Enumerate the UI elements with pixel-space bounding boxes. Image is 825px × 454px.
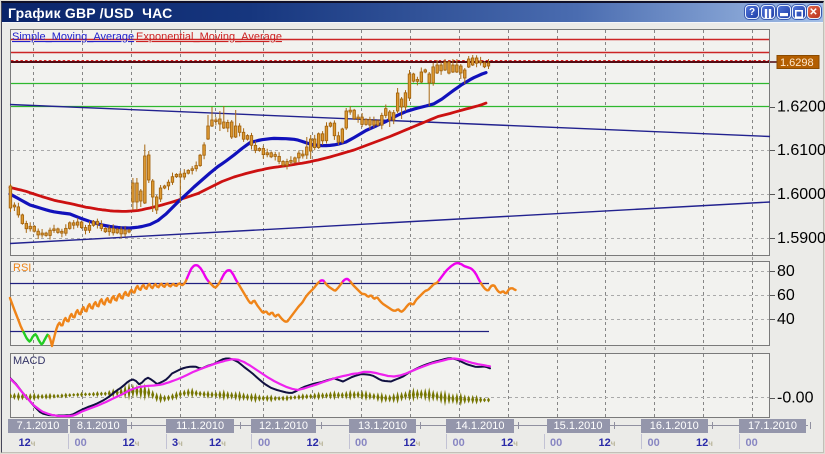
svg-text:80: 80 [777,263,795,280]
svg-text:40: 40 [777,311,795,328]
svg-text:Simple_Moving_Average: Simple_Moving_Average [12,31,134,43]
svg-text:-0.00: -0.00 [777,390,814,407]
svg-text:RSI: RSI [13,262,31,274]
svg-text:1.6298: 1.6298 [780,57,814,69]
svg-text:1.6200: 1.6200 [777,99,825,116]
svg-text:1.6000: 1.6000 [777,186,825,203]
svg-text:1.5900: 1.5900 [777,230,825,247]
svg-text:1.6100: 1.6100 [777,142,825,159]
svg-text:60: 60 [777,287,795,304]
svg-text:Exponential_Moving_Average: Exponential_Moving_Average [136,31,282,43]
svg-text:MACD: MACD [13,355,45,367]
